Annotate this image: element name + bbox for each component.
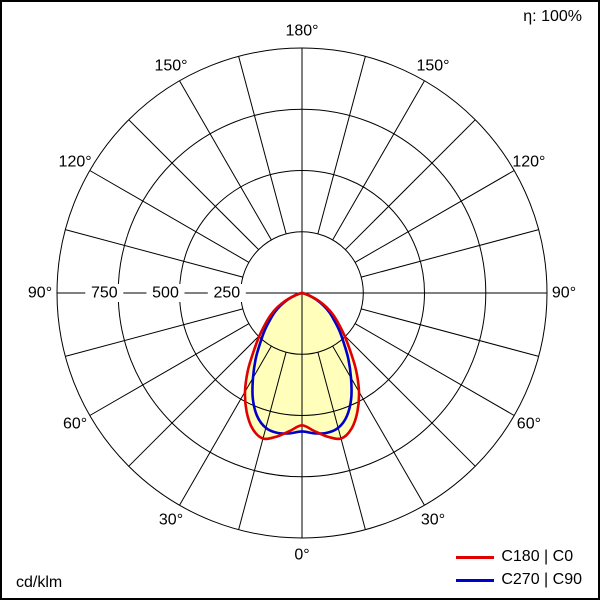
grid-spoke-240	[89, 170, 250, 263]
radial-scale-label: 750	[91, 285, 118, 302]
grid-spoke-210	[179, 80, 272, 241]
radial-scale-label: 500	[152, 285, 179, 302]
grid-spoke-195	[238, 56, 287, 234]
series-color-swatch-c90	[456, 578, 495, 582]
grid-spoke-330	[179, 345, 272, 506]
angle-label: 30°	[159, 511, 183, 528]
grid-spoke-165	[317, 56, 366, 234]
grid-spoke-135	[344, 119, 476, 251]
angle-label: 120°	[59, 154, 92, 171]
angle-label: 180°	[285, 23, 318, 40]
grid-spoke-315	[128, 335, 260, 467]
angle-label: 0°	[294, 547, 309, 564]
grid-spoke-60	[354, 323, 515, 416]
legend-label: C180 | C0	[501, 548, 574, 565]
polar-grid	[56, 47, 548, 539]
grid-spoke-15	[317, 352, 366, 530]
angle-label: 30°	[421, 511, 445, 528]
angle-label: 60°	[517, 416, 541, 433]
angle-label: 90°	[28, 285, 52, 302]
grid-spoke-300	[89, 323, 250, 416]
angle-label: 150°	[416, 58, 449, 75]
grid-spoke-30	[332, 345, 425, 506]
legend: C180 | C0 C270 | C90	[456, 543, 582, 594]
angle-label: 60°	[63, 416, 87, 433]
series-color-swatch-c0	[456, 555, 495, 559]
radial-label-bg	[207, 284, 246, 302]
grid-spoke-345	[238, 352, 287, 530]
legend-label: C270 | C90	[501, 571, 582, 588]
efficiency-label: η: 100%	[523, 8, 582, 25]
legend-item: C180 | C0	[456, 548, 582, 566]
radial-label-bg	[146, 284, 185, 302]
grid-spoke-150	[332, 80, 425, 241]
angle-label: 90°	[552, 285, 576, 302]
grid-spoke-285	[65, 308, 243, 357]
grid-spoke-255	[65, 229, 243, 278]
radial-scale-label: 250	[213, 285, 240, 302]
radial-scale: 250 500 750	[85, 284, 246, 302]
angle-label: 120°	[512, 154, 545, 171]
angle-labels: 0° 30° 30° 60° 60° 90° 90° 120° 120° 150° 150° 180°	[28, 23, 576, 564]
curves	[243, 291, 361, 441]
series-c180-c0-curve	[243, 291, 361, 441]
grid-spoke-225	[128, 119, 260, 251]
legend-item: C270 | C90	[456, 571, 582, 589]
radial-label-bg	[85, 284, 124, 302]
unit-label: cd/klm	[16, 574, 63, 591]
grid-spoke-75	[361, 308, 539, 357]
grid-spoke-45	[344, 335, 476, 467]
grid-spoke-105	[361, 229, 539, 278]
angle-label: 150°	[154, 58, 187, 75]
grid-spoke-120	[354, 170, 515, 263]
